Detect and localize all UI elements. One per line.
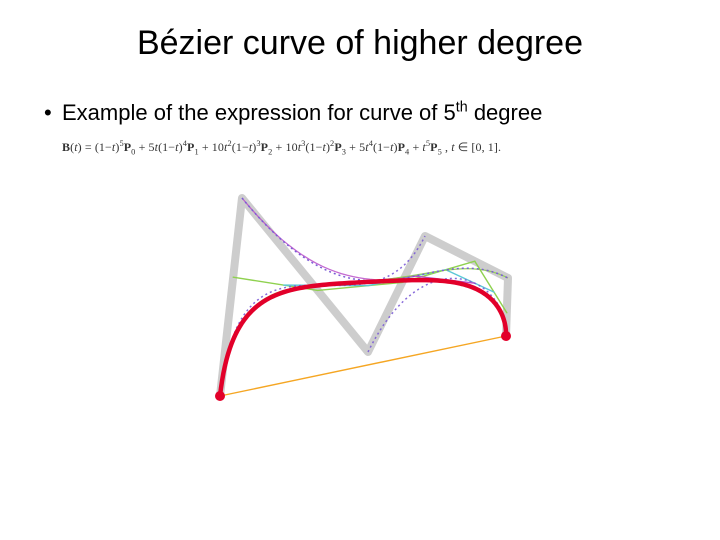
diagram-container xyxy=(0,164,720,426)
bullet-item: • Example of the expression for curve of… xyxy=(0,63,720,135)
bullet-text: Example of the expression for curve of 5… xyxy=(62,99,676,127)
bezier-diagram xyxy=(180,166,540,426)
bullet-dot-icon: • xyxy=(44,99,62,127)
page-title: Bézier curve of higher degree xyxy=(0,0,720,63)
formula-expression: B(t) = (1−t)5P0 + 5t(1−t)4P1 + 10t2(1−t)… xyxy=(0,135,720,164)
